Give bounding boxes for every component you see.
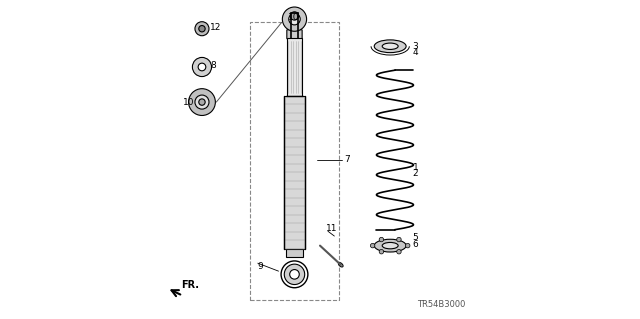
Bar <box>284 96 305 249</box>
Text: 2: 2 <box>413 169 418 178</box>
Text: TR54B3000: TR54B3000 <box>417 300 465 309</box>
Text: 7: 7 <box>344 155 349 164</box>
Circle shape <box>371 243 375 248</box>
Ellipse shape <box>374 239 406 252</box>
Text: 3: 3 <box>413 42 419 51</box>
Text: 1: 1 <box>413 163 419 172</box>
Circle shape <box>284 264 305 285</box>
Circle shape <box>291 12 299 20</box>
Text: 6: 6 <box>413 240 419 249</box>
Text: 8: 8 <box>210 61 216 70</box>
Text: 4: 4 <box>413 48 418 57</box>
Bar <box>250 22 339 300</box>
Circle shape <box>193 57 212 77</box>
Circle shape <box>195 22 209 36</box>
Circle shape <box>199 26 205 32</box>
Text: 10: 10 <box>288 13 300 22</box>
Bar <box>285 249 303 257</box>
Circle shape <box>379 237 383 242</box>
Text: 11: 11 <box>326 224 338 233</box>
Text: 5: 5 <box>413 233 419 242</box>
Circle shape <box>406 243 410 248</box>
Circle shape <box>189 89 216 115</box>
Text: FR.: FR. <box>181 280 199 290</box>
Text: 9: 9 <box>258 262 264 271</box>
Circle shape <box>397 249 401 254</box>
Bar <box>287 38 302 96</box>
Circle shape <box>379 249 383 254</box>
Ellipse shape <box>382 43 398 49</box>
Circle shape <box>290 270 300 279</box>
Circle shape <box>397 237 401 242</box>
Circle shape <box>199 99 205 105</box>
Circle shape <box>195 95 209 109</box>
Circle shape <box>198 63 206 71</box>
Circle shape <box>282 7 307 31</box>
FancyBboxPatch shape <box>287 30 302 39</box>
Text: 10: 10 <box>183 98 195 107</box>
Circle shape <box>289 13 300 25</box>
Ellipse shape <box>339 263 343 267</box>
Ellipse shape <box>374 40 406 53</box>
Ellipse shape <box>382 242 398 249</box>
Text: 12: 12 <box>210 23 221 32</box>
